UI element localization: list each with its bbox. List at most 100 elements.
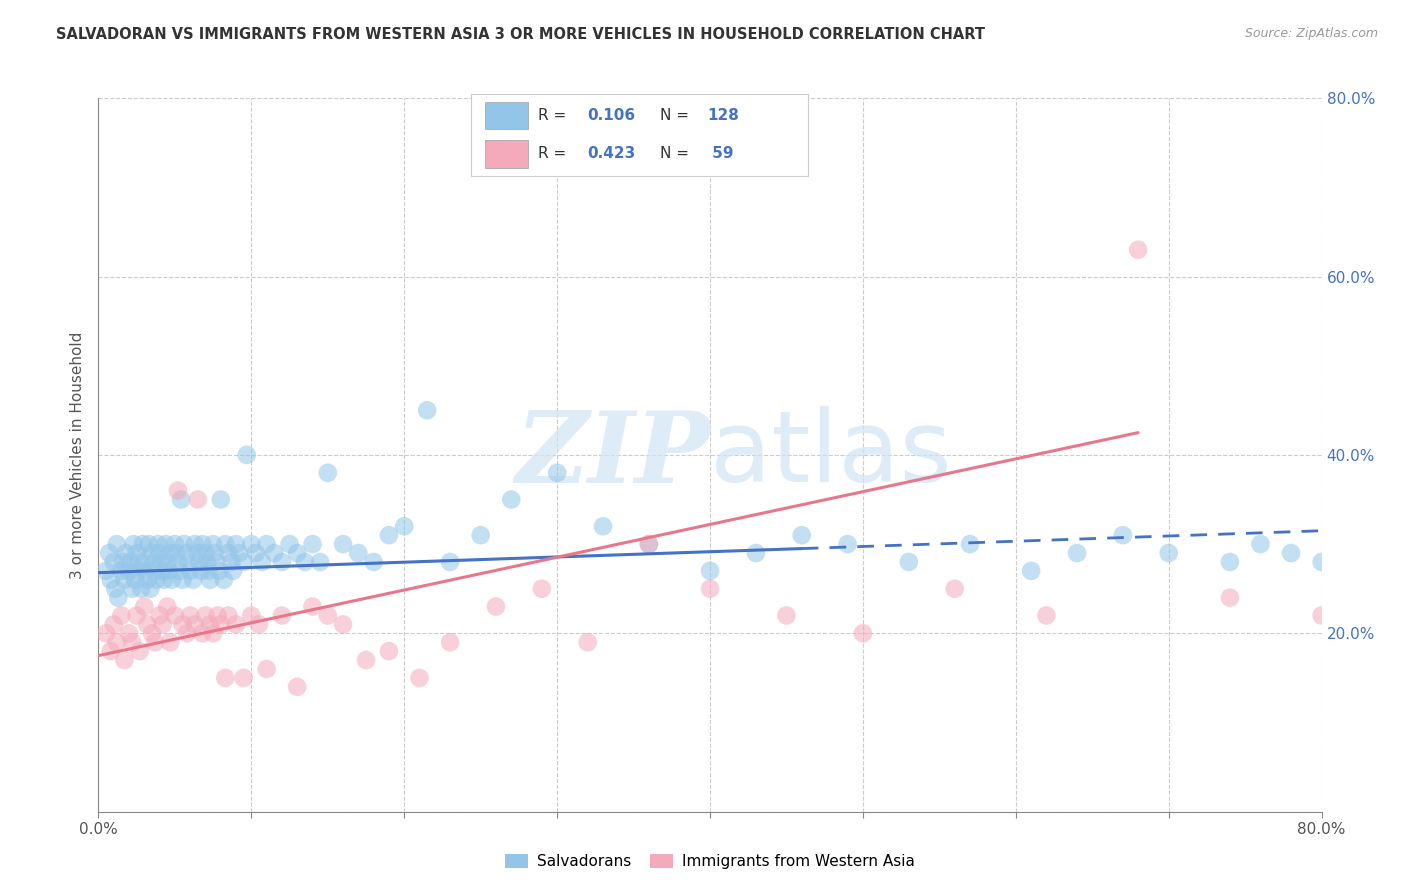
Point [214, 671, 236, 685]
Point [184, 537, 207, 551]
Point [301, 537, 323, 551]
Point [112, 573, 135, 587]
Point [129, 582, 152, 596]
Point [416, 403, 439, 417]
Point [316, 466, 339, 480]
Point [155, 537, 177, 551]
Point [309, 555, 332, 569]
Point [208, 564, 231, 578]
Point [270, 555, 292, 569]
Point [316, 608, 339, 623]
Point [439, 635, 461, 649]
Point [202, 626, 225, 640]
Point [172, 573, 194, 587]
Point [176, 626, 198, 640]
Point [214, 537, 236, 551]
Point [176, 546, 198, 560]
Point [1112, 528, 1135, 542]
Point [179, 608, 201, 623]
Point [209, 617, 232, 632]
Point [177, 555, 200, 569]
Point [169, 564, 191, 578]
Point [378, 528, 401, 542]
Point [235, 448, 257, 462]
Point [1128, 243, 1150, 257]
Point [530, 582, 553, 596]
Point [100, 573, 122, 587]
Point [121, 582, 143, 596]
Point [1157, 546, 1180, 560]
Point [194, 608, 217, 623]
Point [205, 555, 228, 569]
Point [852, 626, 875, 640]
Point [347, 546, 370, 560]
Point [745, 546, 768, 560]
Text: Source: ZipAtlas.com: Source: ZipAtlas.com [1244, 27, 1378, 40]
Point [121, 635, 143, 649]
Point [699, 582, 721, 596]
Point [104, 582, 127, 596]
Point [1341, 546, 1364, 560]
Y-axis label: 3 or more Vehicles in Household: 3 or more Vehicles in Household [70, 331, 86, 579]
Point [163, 608, 186, 623]
Point [221, 555, 243, 569]
Point [285, 546, 308, 560]
Point [285, 680, 308, 694]
Point [165, 546, 187, 560]
Point [245, 546, 267, 560]
Point [138, 537, 160, 551]
Text: 0.423: 0.423 [588, 146, 636, 161]
Point [149, 608, 172, 623]
Point [125, 608, 148, 623]
Point [217, 608, 239, 623]
Point [167, 483, 190, 498]
Point [128, 644, 150, 658]
Point [197, 564, 219, 578]
Point [232, 671, 254, 685]
Point [156, 555, 179, 569]
Point [153, 573, 176, 587]
Point [107, 591, 129, 605]
Point [775, 608, 797, 623]
Point [118, 564, 141, 578]
Point [135, 564, 157, 578]
Point [198, 573, 221, 587]
Point [408, 671, 430, 685]
Text: N =: N = [659, 146, 693, 161]
Text: R =: R = [538, 146, 572, 161]
Point [143, 635, 166, 649]
Point [294, 555, 316, 569]
Point [439, 555, 461, 569]
Point [134, 599, 156, 614]
Point [156, 599, 179, 614]
Point [470, 528, 492, 542]
Point [354, 653, 377, 667]
Point [139, 582, 162, 596]
Point [392, 519, 416, 533]
Point [225, 617, 247, 632]
Point [136, 617, 159, 632]
Point [1019, 564, 1042, 578]
Point [1402, 555, 1406, 569]
Text: SALVADORAN VS IMMIGRANTS FROM WESTERN ASIA 3 OR MORE VEHICLES IN HOUSEHOLD CORRE: SALVADORAN VS IMMIGRANTS FROM WESTERN AS… [56, 27, 986, 42]
Point [592, 519, 614, 533]
Point [142, 555, 165, 569]
Point [103, 617, 125, 632]
Point [256, 537, 278, 551]
Point [240, 537, 263, 551]
Point [247, 617, 270, 632]
Point [301, 599, 323, 614]
Point [204, 546, 226, 560]
Point [225, 537, 247, 551]
Point [1066, 546, 1088, 560]
Point [110, 564, 132, 578]
Point [1310, 608, 1333, 623]
Point [278, 537, 301, 551]
Point [110, 608, 132, 623]
Point [112, 653, 135, 667]
Legend: Salvadorans, Immigrants from Western Asia: Salvadorans, Immigrants from Western Asi… [499, 848, 921, 875]
Point [1371, 537, 1393, 551]
Point [170, 492, 193, 507]
Point [163, 537, 186, 551]
Point [157, 564, 180, 578]
